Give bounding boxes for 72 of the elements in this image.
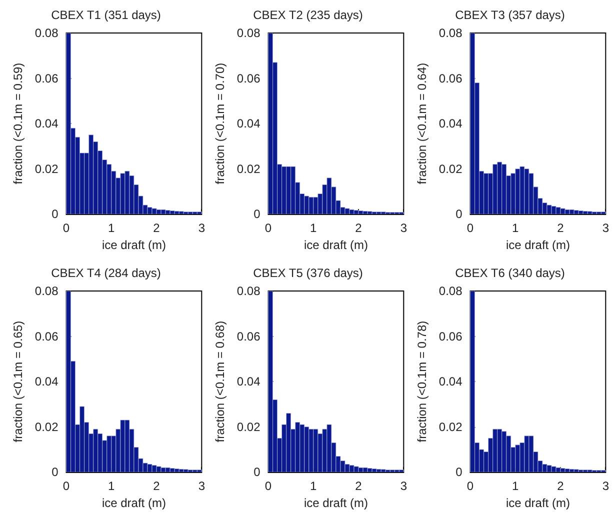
x-tick-label: 2	[557, 221, 564, 236]
y-tick-label: 0.06	[438, 329, 463, 344]
x-tick-label: 3	[400, 479, 408, 494]
y-tick-label: 0.04	[438, 116, 463, 131]
y-tick-label: 0.04	[236, 374, 261, 389]
y-tick-label: 0	[52, 465, 59, 480]
y-tick-label: 0.02	[236, 420, 261, 434]
y-tick-label: 0.02	[438, 162, 463, 176]
x-tick-label: 0	[264, 479, 272, 494]
x-tick-label: 1	[512, 479, 520, 494]
y-tick-label: 0.06	[236, 71, 261, 86]
y-tick-label: 0.02	[34, 162, 59, 176]
x-tick-label: 3	[400, 221, 408, 236]
x-axis-title: ice draft (m)	[102, 238, 166, 252]
x-axis-title: ice draft (m)	[304, 496, 368, 510]
y-tick-label: 0.04	[34, 374, 59, 389]
y-axis-title: fraction (<0.1m = 0.59)	[11, 62, 25, 184]
x-tick-label: 3	[602, 479, 610, 494]
y-tick-label: 0.06	[34, 329, 59, 344]
y-tick-label: 0	[456, 465, 463, 480]
x-tick-label: 3	[198, 221, 206, 236]
x-tick-label: 1	[108, 221, 116, 236]
y-tick-label: 0.06	[236, 329, 261, 344]
chart-title: CBEX T6 (340 days)	[455, 266, 565, 280]
x-tick-label: 2	[557, 479, 564, 494]
x-tick-label: 1	[108, 479, 116, 494]
x-tick-label: 1	[512, 221, 520, 236]
y-tick-label: 0.06	[438, 71, 463, 86]
x-axis-title: ice draft (m)	[304, 238, 368, 252]
y-tick-label: 0.08	[438, 284, 463, 298]
x-tick-label: 2	[355, 479, 362, 494]
x-tick-label: 0	[466, 221, 474, 236]
x-tick-label: 3	[198, 479, 206, 494]
y-tick-label: 0.04	[236, 116, 261, 131]
y-axis-title: fraction (<0.1m = 0.65)	[11, 320, 25, 442]
x-tick-label: 1	[310, 221, 318, 236]
y-axis-title: fraction (<0.1m = 0.68)	[213, 320, 227, 442]
y-tick-label: 0.02	[34, 420, 59, 434]
y-tick-label: 0	[254, 207, 261, 222]
y-tick-label: 0.08	[34, 26, 59, 40]
y-tick-label: 0.06	[34, 71, 59, 86]
y-tick-label: 0.08	[236, 26, 261, 40]
x-tick-label: 2	[153, 221, 160, 236]
y-tick-label: 0.08	[438, 26, 463, 40]
chart-title: CBEX T5 (376 days)	[253, 266, 363, 280]
chart-title: CBEX T3 (357 days)	[455, 8, 565, 22]
y-tick-label: 0	[456, 207, 463, 222]
y-tick-label: 0.02	[236, 162, 261, 176]
y-axis-title: fraction (<0.1m = 0.70)	[213, 62, 227, 184]
chart-title: CBEX T2 (235 days)	[253, 8, 363, 22]
y-tick-label: 0.08	[236, 284, 261, 298]
chart-title: CBEX T4 (284 days)	[51, 266, 161, 280]
x-tick-label: 0	[62, 221, 70, 236]
x-axis-title: ice draft (m)	[506, 496, 570, 510]
x-axis-title: ice draft (m)	[102, 496, 166, 510]
x-tick-label: 0	[62, 479, 70, 494]
y-tick-label: 0	[52, 207, 59, 222]
x-tick-label: 0	[466, 479, 474, 494]
x-tick-label: 2	[153, 479, 160, 494]
y-tick-label: 0	[254, 465, 261, 480]
y-tick-label: 0.08	[34, 284, 59, 298]
y-tick-label: 0.04	[34, 116, 59, 131]
x-tick-label: 3	[602, 221, 610, 236]
x-axis-title: ice draft (m)	[506, 238, 570, 252]
y-axis-title: fraction (<0.1m = 0.64)	[415, 62, 429, 184]
y-tick-label: 0.02	[438, 420, 463, 434]
y-tick-label: 0.04	[438, 374, 463, 389]
x-tick-label: 1	[310, 479, 318, 494]
x-tick-label: 2	[355, 221, 362, 236]
y-axis-title: fraction (<0.1m = 0.78)	[415, 320, 429, 442]
x-tick-label: 0	[264, 221, 272, 236]
chart-title: CBEX T1 (351 days)	[51, 8, 161, 22]
